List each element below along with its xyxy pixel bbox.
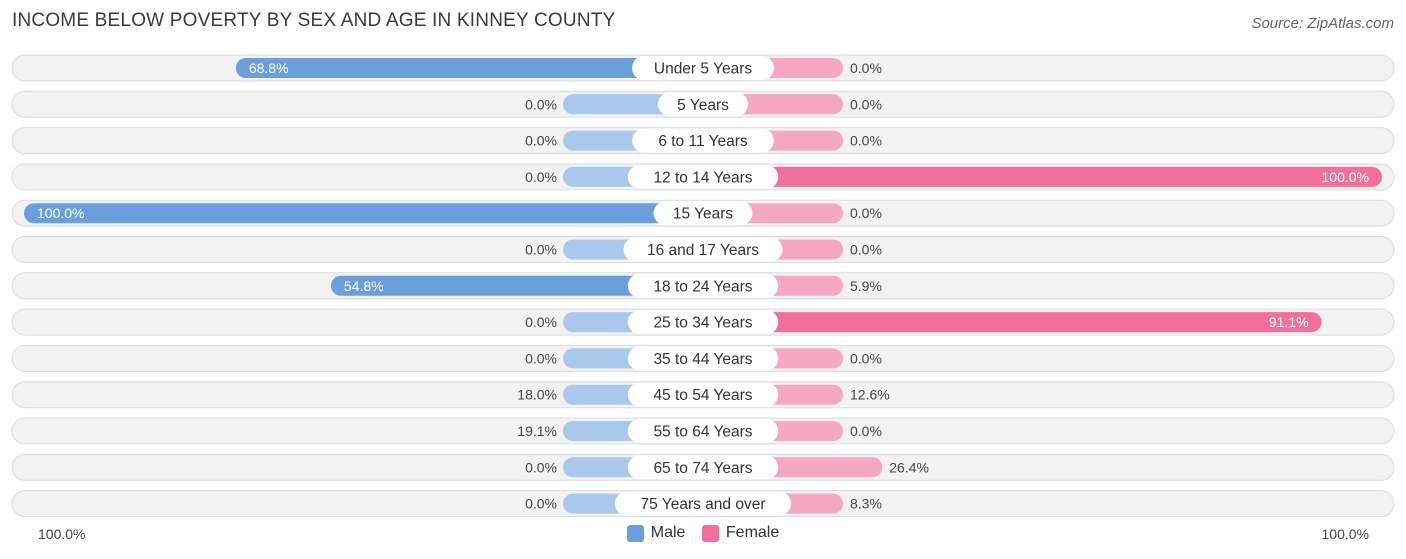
source-credit: Source: ZipAtlas.com xyxy=(1251,15,1394,32)
value-label-female: 5.9% xyxy=(850,278,882,294)
value-label-female: 0.0% xyxy=(850,96,882,112)
value-label-female: 0.0% xyxy=(850,350,882,366)
value-label-male: 68.8% xyxy=(249,60,289,76)
category-label-pill xyxy=(627,419,779,443)
category-label-pill xyxy=(623,237,783,262)
category-label-pill xyxy=(627,164,779,189)
bar-male[interactable] xyxy=(235,58,703,78)
value-label-female: 0.0% xyxy=(850,242,882,258)
legend-swatch-male xyxy=(626,524,644,542)
category-label: 15 Years xyxy=(673,206,734,223)
value-label-male: 18.0% xyxy=(517,387,557,403)
value-label-female: 91.1% xyxy=(1269,314,1309,330)
legend-label-female: Female xyxy=(725,524,780,541)
legend-item-female[interactable]: Female xyxy=(701,524,780,542)
category-label-pill xyxy=(632,128,774,153)
value-label-female: 0.0% xyxy=(850,60,882,76)
chart-title: INCOME BELOW POVERTY BY SEX AND AGE IN K… xyxy=(12,10,616,31)
value-label-male: 100.0% xyxy=(37,205,84,221)
bar-male[interactable] xyxy=(330,275,703,296)
category-label-pill xyxy=(632,56,774,80)
value-label-male: 0.0% xyxy=(525,314,557,330)
chart-canvas: 68.8% 0.0% Under 5 Years 0.0% 0.0% 5 Years 0.0… xyxy=(11,54,1395,518)
value-label-female: 26.4% xyxy=(889,459,929,475)
value-label-female: 100.0% xyxy=(1322,169,1369,185)
category-label-pill xyxy=(653,201,753,226)
category-label: 6 to 11 Years xyxy=(658,133,748,150)
category-label: 65 to 74 Years xyxy=(653,460,752,477)
axis-right-label: 100.0% xyxy=(1321,526,1369,542)
category-label: 35 to 44 Years xyxy=(653,351,752,368)
value-label-female: 12.6% xyxy=(850,387,890,403)
value-label-female: 0.0% xyxy=(850,133,882,149)
value-label-male: 0.0% xyxy=(525,169,557,185)
category-label: Under 5 Years xyxy=(654,61,752,78)
category-label: 18 to 24 Years xyxy=(653,278,752,295)
bar-female[interactable] xyxy=(703,166,1382,187)
value-label-male: 0.0% xyxy=(525,242,557,258)
category-label-pill xyxy=(627,273,779,298)
axis-left-label: 100.0% xyxy=(38,526,86,542)
value-label-male: 0.0% xyxy=(525,496,557,512)
category-label-pill xyxy=(627,382,779,407)
category-label: 12 to 14 Years xyxy=(653,169,752,186)
category-label-pill xyxy=(627,346,779,371)
bar-female[interactable] xyxy=(703,312,1322,333)
legend-label-male: Male xyxy=(650,524,686,541)
legend-item-male[interactable]: Male xyxy=(626,524,686,542)
value-label-male: 0.0% xyxy=(525,133,557,149)
category-label: 5 Years xyxy=(677,97,729,114)
value-label-male: 0.0% xyxy=(525,459,557,475)
category-label: 16 and 17 Years xyxy=(647,242,759,259)
category-label-pill xyxy=(627,455,779,480)
category-label: 25 to 34 Years xyxy=(653,315,752,332)
value-label-female: 0.0% xyxy=(850,423,882,439)
bar-male[interactable] xyxy=(24,203,703,224)
category-label: 45 to 54 Years xyxy=(653,387,752,404)
legend: Male Female xyxy=(0,524,1406,547)
category-label-pill xyxy=(614,491,792,516)
category-label: 55 to 64 Years xyxy=(653,424,752,441)
value-label-male: 19.1% xyxy=(517,423,557,439)
value-label-male: 0.0% xyxy=(525,96,557,112)
value-label-female: 0.0% xyxy=(850,205,882,221)
legend-swatch-female xyxy=(701,524,719,542)
category-label-pill xyxy=(627,310,779,335)
value-label-female: 8.3% xyxy=(850,496,882,512)
value-label-male: 54.8% xyxy=(344,278,384,294)
category-label: 75 Years and over xyxy=(641,496,766,513)
category-label-pill xyxy=(657,92,749,117)
value-label-male: 0.0% xyxy=(525,350,557,366)
